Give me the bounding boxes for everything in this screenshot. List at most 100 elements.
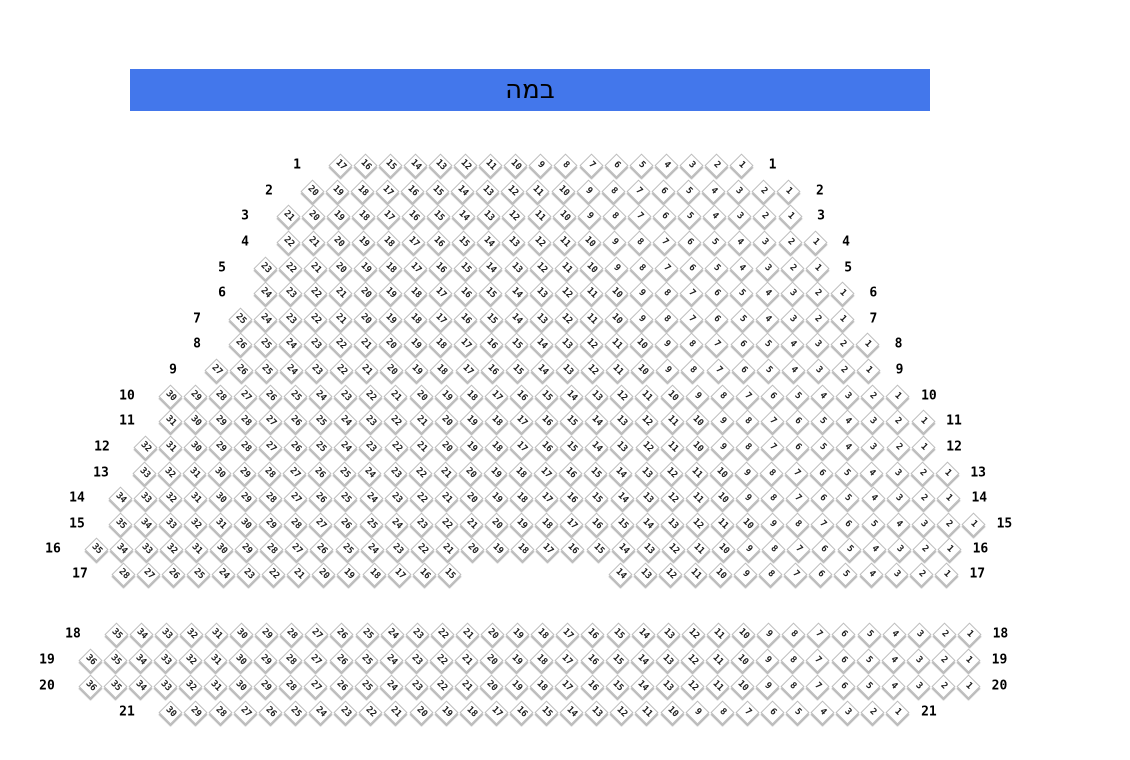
seat-row10-18[interactable]: 18	[459, 383, 484, 409]
seat-row12-16[interactable]: 16	[534, 434, 559, 460]
seat-row19-5[interactable]: 5	[856, 647, 881, 673]
seat-row20-27[interactable]: 27	[303, 673, 328, 699]
seat-row9-21[interactable]: 21	[354, 357, 379, 383]
seat-row13-19[interactable]: 19	[483, 460, 508, 486]
seat-row9-10[interactable]: 10	[630, 357, 655, 383]
seat-row18-30[interactable]: 30	[229, 621, 254, 647]
seat-row17-11[interactable]: 11	[683, 561, 708, 587]
seat-row3-13[interactable]: 13	[476, 203, 501, 229]
seat-row6-6[interactable]: 6	[704, 280, 729, 306]
seat-row17-23[interactable]: 23	[236, 561, 261, 587]
seat-row16-34[interactable]: 34	[109, 536, 134, 562]
seat-row16-16[interactable]: 16	[560, 536, 585, 562]
seat-row19-27[interactable]: 27	[303, 647, 328, 673]
seat-row18-5[interactable]: 5	[856, 621, 882, 647]
seat-row18-17[interactable]: 17	[555, 621, 580, 647]
seat-row16-25[interactable]: 25	[334, 536, 360, 562]
seat-row1-7[interactable]: 7	[578, 152, 604, 178]
seat-row2-3[interactable]: 3	[726, 178, 751, 204]
seat-row19-6[interactable]: 6	[830, 647, 856, 673]
seat-row5-14[interactable]: 14	[478, 255, 503, 281]
seat-row16-5[interactable]: 5	[836, 536, 862, 562]
seat-row11-17[interactable]: 17	[509, 408, 534, 434]
seat-row15-33[interactable]: 33	[158, 511, 183, 537]
seat-row18-7[interactable]: 7	[806, 621, 831, 647]
seat-row12-11[interactable]: 11	[660, 434, 685, 460]
seat-row16-6[interactable]: 6	[811, 536, 836, 562]
seat-row13-21[interactable]: 21	[433, 460, 458, 486]
seat-row18-26[interactable]: 26	[329, 621, 354, 647]
seat-row9-14[interactable]: 14	[530, 357, 555, 383]
seat-row6-17[interactable]: 17	[428, 280, 453, 306]
seat-row1-2[interactable]: 2	[704, 152, 729, 178]
seat-row16-19[interactable]: 19	[485, 536, 510, 562]
seat-row1-1[interactable]: 1	[729, 152, 754, 178]
seat-row10-11[interactable]: 11	[634, 383, 659, 409]
seat-row18-12[interactable]: 12	[681, 621, 706, 647]
seat-row4-15[interactable]: 15	[451, 229, 476, 255]
seat-row11-8[interactable]: 8	[735, 408, 760, 434]
seat-row20-31[interactable]: 31	[203, 673, 228, 699]
seat-row19-11[interactable]: 11	[705, 647, 730, 673]
seat-row20-30[interactable]: 30	[228, 673, 253, 699]
seat-row21-29[interactable]: 29	[183, 699, 208, 725]
seat-row16-4[interactable]: 4	[862, 536, 887, 562]
seat-row18-24[interactable]: 24	[380, 621, 405, 647]
seat-row7-8[interactable]: 8	[654, 306, 679, 332]
seat-row12-27[interactable]: 27	[258, 434, 283, 460]
seat-row14-3[interactable]: 3	[886, 485, 911, 511]
seat-row14-9[interactable]: 9	[735, 485, 760, 511]
seat-row21-24[interactable]: 24	[308, 699, 333, 725]
seat-row18-23[interactable]: 23	[405, 621, 430, 647]
seat-row9-23[interactable]: 23	[304, 357, 329, 383]
seat-row1-8[interactable]: 8	[553, 152, 578, 178]
seat-row21-8[interactable]: 8	[710, 699, 735, 725]
seat-row20-20[interactable]: 20	[479, 673, 504, 699]
seat-row10-19[interactable]: 19	[434, 383, 459, 409]
seat-row15-27[interactable]: 27	[308, 511, 333, 537]
seat-row7-9[interactable]: 9	[629, 306, 654, 332]
seat-row16-20[interactable]: 20	[460, 536, 485, 562]
seat-row14-5[interactable]: 5	[835, 485, 860, 511]
seat-row21-13[interactable]: 13	[584, 699, 609, 725]
seat-row3-1[interactable]: 1	[777, 203, 803, 229]
seat-row9-20[interactable]: 20	[379, 357, 404, 383]
seat-row2-17[interactable]: 17	[375, 178, 400, 204]
seat-row7-11[interactable]: 11	[579, 306, 604, 332]
seat-row2-8[interactable]: 8	[601, 178, 626, 204]
seat-row5-5[interactable]: 5	[704, 255, 729, 281]
seat-row17-28[interactable]: 28	[110, 561, 136, 587]
seat-row14-12[interactable]: 12	[660, 485, 685, 511]
seat-row7-7[interactable]: 7	[679, 306, 704, 332]
seat-row11-28[interactable]: 28	[233, 408, 258, 434]
seat-row5-18[interactable]: 18	[378, 255, 403, 281]
seat-row7-25[interactable]: 25	[227, 306, 253, 332]
seat-row4-18[interactable]: 18	[376, 229, 401, 255]
seat-row5-22[interactable]: 22	[278, 255, 303, 281]
seat-row20-33[interactable]: 33	[153, 673, 178, 699]
seat-row4-2[interactable]: 2	[777, 229, 803, 255]
seat-row5-17[interactable]: 17	[403, 255, 428, 281]
seat-row18-31[interactable]: 31	[204, 621, 229, 647]
seat-row9-18[interactable]: 18	[429, 357, 454, 383]
seat-row20-10[interactable]: 10	[730, 673, 755, 699]
seat-row8-10[interactable]: 10	[629, 331, 654, 357]
seat-row2-9[interactable]: 9	[576, 178, 601, 204]
seat-row15-28[interactable]: 28	[283, 511, 308, 537]
seat-row21-9[interactable]: 9	[685, 699, 710, 725]
seat-row7-12[interactable]: 12	[554, 306, 579, 332]
seat-row10-20[interactable]: 20	[408, 383, 434, 409]
seat-row3-14[interactable]: 14	[451, 203, 476, 229]
seat-row14-33[interactable]: 33	[133, 485, 158, 511]
seat-row17-3[interactable]: 3	[884, 561, 909, 587]
seat-row20-24[interactable]: 24	[379, 673, 404, 699]
seat-row2-20[interactable]: 20	[299, 178, 325, 204]
seat-row19-15[interactable]: 15	[605, 647, 630, 673]
seat-row2-10[interactable]: 10	[550, 178, 576, 204]
seat-row7-3[interactable]: 3	[780, 306, 805, 332]
seat-row10-7[interactable]: 7	[735, 383, 760, 409]
seat-row12-23[interactable]: 23	[358, 434, 383, 460]
seat-row8-2[interactable]: 2	[830, 331, 855, 357]
seat-row13-28[interactable]: 28	[257, 460, 282, 486]
seat-row15-21[interactable]: 21	[459, 511, 484, 537]
